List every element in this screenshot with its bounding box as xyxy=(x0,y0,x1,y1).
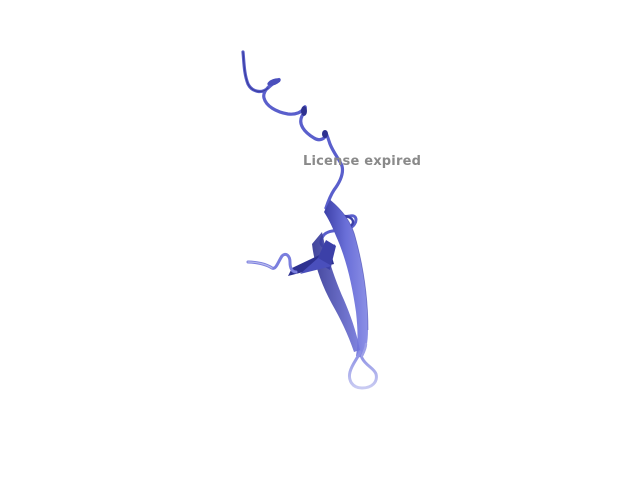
hairpin-loop xyxy=(348,342,378,390)
c-terminal-tail xyxy=(246,252,298,274)
helix-coil xyxy=(241,50,345,210)
strand-arrowhead xyxy=(288,240,336,276)
beta-strand-long xyxy=(324,199,369,358)
license-watermark: License expired xyxy=(303,154,422,169)
